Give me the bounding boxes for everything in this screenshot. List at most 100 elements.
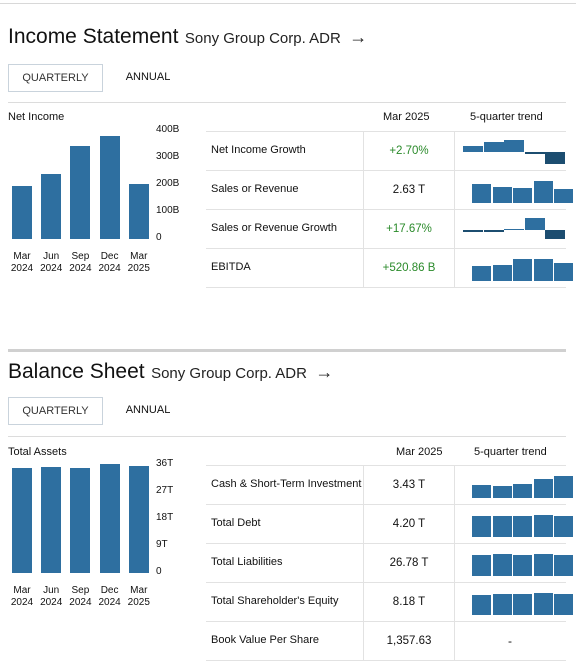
row-label: Sales or Revenue [211, 183, 299, 195]
balance-company: Sony Group Corp. ADR [151, 365, 307, 382]
trend-bar [492, 264, 512, 281]
chart-bar [70, 468, 91, 573]
x-tick-label: Mar 2024 [7, 251, 37, 275]
trend-sparkbars [458, 511, 573, 537]
x-tick-year: 2024 [40, 597, 63, 608]
trend-bar [472, 516, 491, 537]
x-tick-month: Mar [13, 585, 31, 596]
trend-sparkbars [458, 255, 573, 281]
row-value: 8.18 T [363, 583, 455, 621]
x-tick-label: Mar 2025 [124, 585, 154, 609]
income-title: Income Statement [8, 25, 179, 48]
balance-tab-quarterly[interactable]: QUARTERLY [8, 397, 103, 425]
income-title-link[interactable]: Income Statement Sony Group Corp. ADR → [8, 25, 367, 49]
trend-bar [472, 555, 491, 576]
x-tick-month: Dec [100, 251, 119, 262]
x-tick-year: 2024 [40, 263, 63, 274]
row-value: +520.86 B [363, 249, 455, 287]
balance-tab-annual[interactable]: ANNUAL [125, 404, 171, 416]
chart-bar [70, 145, 91, 239]
x-tick-year: 2024 [10, 263, 34, 274]
trend-bar [554, 476, 573, 498]
trend-bar [524, 152, 545, 155]
x-tick-year: 2025 [127, 263, 150, 274]
table-row: Sales or Revenue 2.63 T [206, 171, 573, 210]
table-row: EBITDA +520.86 B [206, 249, 573, 288]
y-tick-label: 100B [156, 205, 180, 216]
table-row: Total Debt 4.20 T [206, 505, 573, 544]
row-value: 1,357.63 [363, 622, 455, 660]
trend-sparkbars [458, 550, 573, 576]
table-row: Sales or Revenue Growth +17.67% [206, 210, 566, 249]
x-tick-year: 2024 [98, 263, 121, 274]
trend-bar [533, 181, 553, 203]
trend-sparkbars [458, 216, 565, 242]
trend-bar [554, 515, 573, 537]
y-tick-label: 0 [156, 232, 162, 243]
balance-divider [8, 436, 566, 437]
balance-col-trend: 5-quarter trend [474, 446, 547, 458]
trend-bar [492, 554, 512, 576]
trend-bar [472, 484, 491, 498]
trend-empty: - [508, 634, 512, 648]
trend-bar [472, 265, 491, 281]
chart-bar [12, 468, 32, 573]
top-divider [0, 3, 576, 4]
y-tick-label: 200B [156, 178, 180, 189]
balance-title: Balance Sheet [8, 360, 145, 383]
table-row: Cash & Short-Term Investment 3.43 T [206, 466, 573, 505]
row-value: +2.70% [363, 132, 455, 170]
x-tick-month: Mar [13, 251, 31, 262]
x-tick-label: Jun 2024 [36, 585, 66, 609]
trend-bar [472, 184, 491, 203]
y-tick-label: 9T [156, 539, 168, 550]
x-tick-year: 2024 [98, 597, 121, 608]
table-row: Total Liabilities 26.78 T [206, 544, 573, 583]
row-label: Total Liabilities [211, 556, 283, 568]
trend-bar [524, 218, 545, 230]
trend-bar [513, 483, 532, 498]
balance-table-top [206, 465, 566, 466]
y-tick-label: 27T [156, 485, 174, 496]
x-tick-label: Sep 2024 [65, 251, 95, 275]
trend-bar [513, 187, 532, 203]
chart-bar [128, 465, 149, 573]
trend-sparkbars [458, 177, 573, 203]
chart-bar [99, 136, 120, 239]
x-tick-label: Dec 2024 [95, 251, 125, 275]
x-tick-label: Sep 2024 [65, 585, 95, 609]
row-value: +17.67% [363, 210, 455, 248]
income-tab-annual[interactable]: ANNUAL [125, 71, 171, 83]
chart-bar [99, 464, 120, 573]
trend-sparkbars [458, 472, 573, 498]
trend-bar [483, 142, 504, 152]
chart-bar [41, 467, 62, 573]
arrow-right-icon[interactable]: → [349, 27, 368, 47]
x-tick-month: Jun [43, 585, 60, 596]
income-tab-quarterly[interactable]: QUARTERLY [8, 64, 103, 92]
balance-title-link[interactable]: Balance Sheet Sony Group Corp. ADR → [8, 360, 333, 384]
arrow-right-icon[interactable]: → [315, 362, 334, 382]
y-tick-label: 0 [156, 566, 162, 577]
x-tick-label: Jun 2024 [36, 251, 66, 275]
income-table-top [206, 131, 566, 132]
trend-bar [504, 228, 524, 230]
trend-bar [492, 186, 512, 203]
table-row: Net Income Growth +2.70% [206, 132, 566, 171]
trend-bar [554, 554, 573, 576]
x-tick-month: Mar [130, 585, 148, 596]
trend-sparkbars [458, 589, 573, 615]
x-tick-month: Mar [130, 251, 148, 262]
row-value: 3.43 T [363, 466, 455, 504]
trend-bar [472, 594, 491, 615]
row-label: Net Income Growth [211, 144, 306, 156]
x-tick-year: 2024 [69, 263, 92, 274]
trend-bar [463, 146, 483, 152]
x-tick-month: Sep [71, 585, 90, 596]
balance-chart-label: Total Assets [8, 446, 67, 458]
trend-bar [513, 515, 532, 537]
chart-bar [41, 174, 62, 239]
x-tick-month: Jun [43, 251, 60, 262]
trend-bar [492, 485, 512, 498]
income-company: Sony Group Corp. ADR [184, 30, 341, 47]
